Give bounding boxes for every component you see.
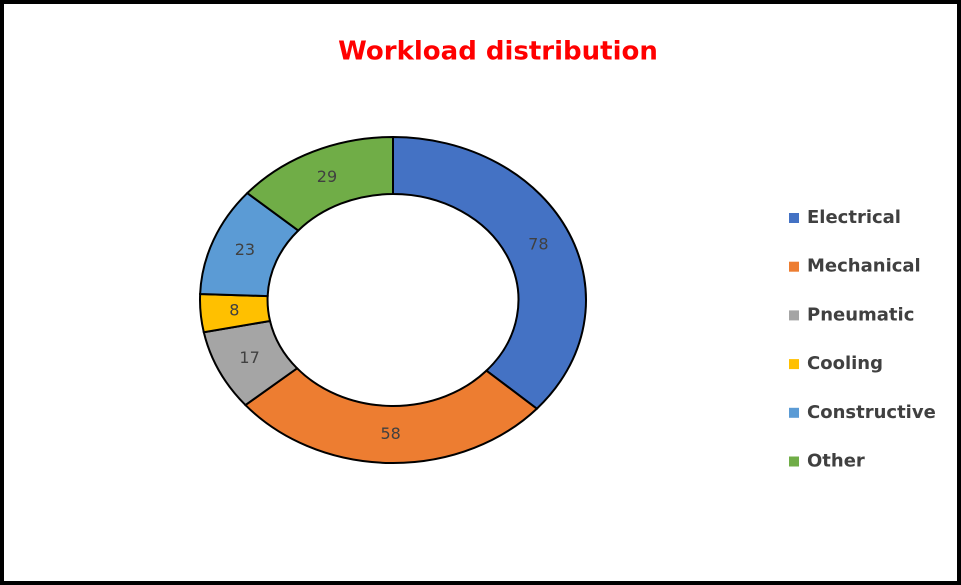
donut-slice (392, 135, 587, 411)
legend-swatch (789, 261, 799, 272)
chart-title: Workload distribution (338, 37, 658, 67)
legend-label: Other (807, 451, 865, 472)
data-label: 17 (239, 348, 259, 367)
data-label: 78 (528, 235, 548, 254)
donut-slice (243, 366, 539, 464)
legend-swatch (789, 213, 799, 223)
data-label: 8 (229, 300, 239, 319)
legend-label: Constructive (807, 402, 936, 423)
data-label: 23 (235, 240, 255, 259)
legend-label: Cooling (807, 353, 883, 374)
legend-label: Mechanical (807, 256, 921, 277)
data-label: 29 (317, 167, 337, 186)
legend-swatch (789, 310, 799, 321)
donut-slice (245, 135, 394, 232)
legend-swatch (789, 407, 799, 418)
legend-swatch (789, 456, 799, 467)
legend-swatch (789, 359, 799, 370)
data-label: 58 (380, 424, 400, 443)
legend-label: Electrical (807, 207, 901, 228)
legend-label: Pneumatic (807, 304, 914, 325)
